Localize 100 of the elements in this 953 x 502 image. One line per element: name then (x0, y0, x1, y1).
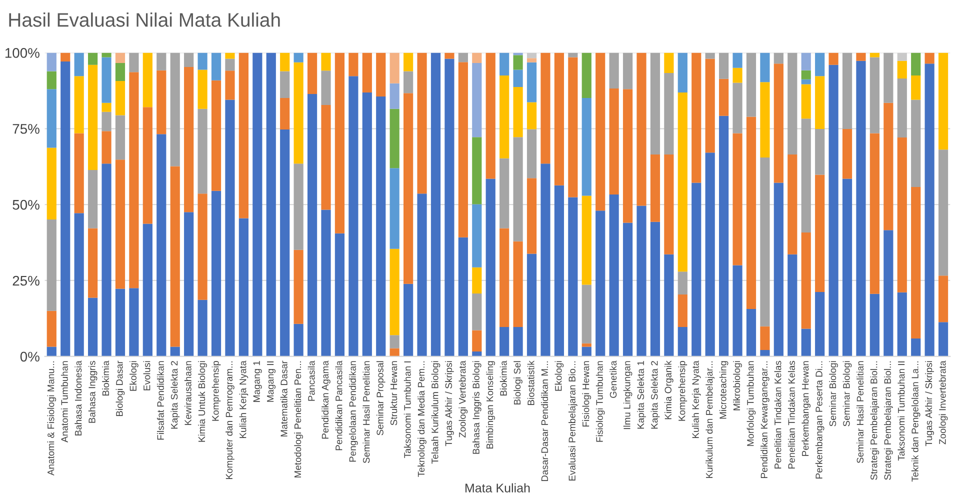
bar (46, 148, 56, 220)
bar (376, 52, 386, 96)
x-tick-label: Biologi Dasar (116, 360, 125, 416)
bar (472, 352, 482, 356)
bar (884, 230, 894, 356)
x-tick-label: Biokimia (500, 360, 507, 396)
bar (458, 237, 468, 356)
bar (622, 89, 633, 223)
bar (911, 100, 921, 187)
bar (211, 80, 222, 191)
bar (746, 116, 756, 310)
bar (198, 194, 208, 300)
bar (280, 98, 290, 130)
bar (115, 80, 126, 116)
bar (692, 182, 702, 356)
bar (582, 346, 592, 356)
bar (622, 52, 633, 90)
bar (444, 52, 454, 59)
x-tick-label: Kuliah Kerja Nyata (692, 360, 701, 438)
x-tick-label: Fisiologi Hewan (582, 361, 592, 426)
bar (705, 152, 715, 356)
bar (884, 52, 894, 103)
x-tick-label: Kurikulum dan Pembelajar... (706, 361, 714, 478)
bar (732, 265, 742, 356)
bar (842, 52, 852, 129)
bar (142, 107, 152, 224)
x-tick-label: Telaah Kurikulum Biologi (431, 361, 440, 464)
bar (609, 88, 619, 195)
bar (430, 52, 441, 356)
x-tick-label: Teknologi dan Media Pem... (418, 361, 426, 477)
x-axis-title: Mata Kuliah (465, 483, 530, 492)
bar (732, 68, 742, 83)
bar (225, 100, 235, 356)
bar (719, 52, 729, 79)
bar (60, 62, 70, 356)
bar (540, 52, 550, 164)
bar (472, 267, 482, 294)
bar (526, 52, 537, 58)
bar (513, 70, 523, 88)
bar (472, 330, 482, 352)
x-tick-label: Biostatistik (527, 360, 534, 405)
bar (842, 128, 852, 179)
bar (156, 52, 166, 70)
bar (142, 224, 152, 356)
bar (486, 178, 496, 356)
y-tick-label: 100% (5, 48, 40, 58)
bar (636, 52, 646, 206)
bar (472, 204, 482, 268)
bar (60, 52, 70, 62)
bar (390, 248, 400, 336)
bar (705, 52, 715, 59)
x-tick-label: Microteaching (719, 361, 728, 419)
x-tick-label: Morfologi Tumbuhan (746, 361, 756, 446)
bar (582, 98, 592, 196)
bar (705, 58, 715, 153)
x-tick-label: Evaluasi Pembelajaran Bio... (568, 361, 578, 481)
bar (115, 63, 126, 81)
bar (911, 52, 921, 76)
x-tick-label: Bahasa Indonesia (74, 360, 82, 436)
bar (390, 348, 400, 356)
bar (650, 52, 660, 154)
bar (115, 52, 126, 64)
bar (746, 52, 756, 117)
bar (526, 254, 537, 356)
bar (307, 52, 318, 94)
bar (815, 174, 825, 292)
bar (348, 52, 358, 76)
x-tick-label: Seminar Hasil Penelitian (362, 361, 370, 464)
bar (582, 284, 592, 344)
bar (404, 71, 414, 94)
x-tick-label: Perkembangan Peserta Di... (815, 361, 824, 478)
bar (74, 213, 84, 356)
bar (678, 52, 688, 92)
bar (472, 294, 482, 330)
bar (815, 128, 825, 175)
y-tick-label: 0% (20, 352, 40, 362)
bar (266, 52, 276, 356)
x-tick-label: Seminar Proposal (376, 361, 386, 436)
x-tick-label: Ekologi (554, 361, 564, 391)
bar (225, 58, 235, 71)
bar (321, 210, 331, 356)
bar (692, 52, 702, 183)
bar (938, 52, 948, 150)
y-tick-label: 50% (12, 200, 40, 210)
bar (458, 62, 468, 238)
bar (664, 73, 674, 154)
bar (884, 102, 894, 230)
bar (184, 212, 194, 356)
x-tick-label: Zoologi Vertebrata (458, 360, 468, 438)
bar (390, 52, 400, 84)
bar (102, 52, 112, 58)
bar (417, 52, 427, 194)
bar (897, 78, 907, 138)
bar (88, 52, 98, 65)
bar (526, 102, 537, 130)
bar (897, 60, 907, 79)
bar (46, 219, 56, 311)
bar (280, 71, 290, 98)
bar (170, 166, 180, 347)
bar (500, 326, 510, 356)
